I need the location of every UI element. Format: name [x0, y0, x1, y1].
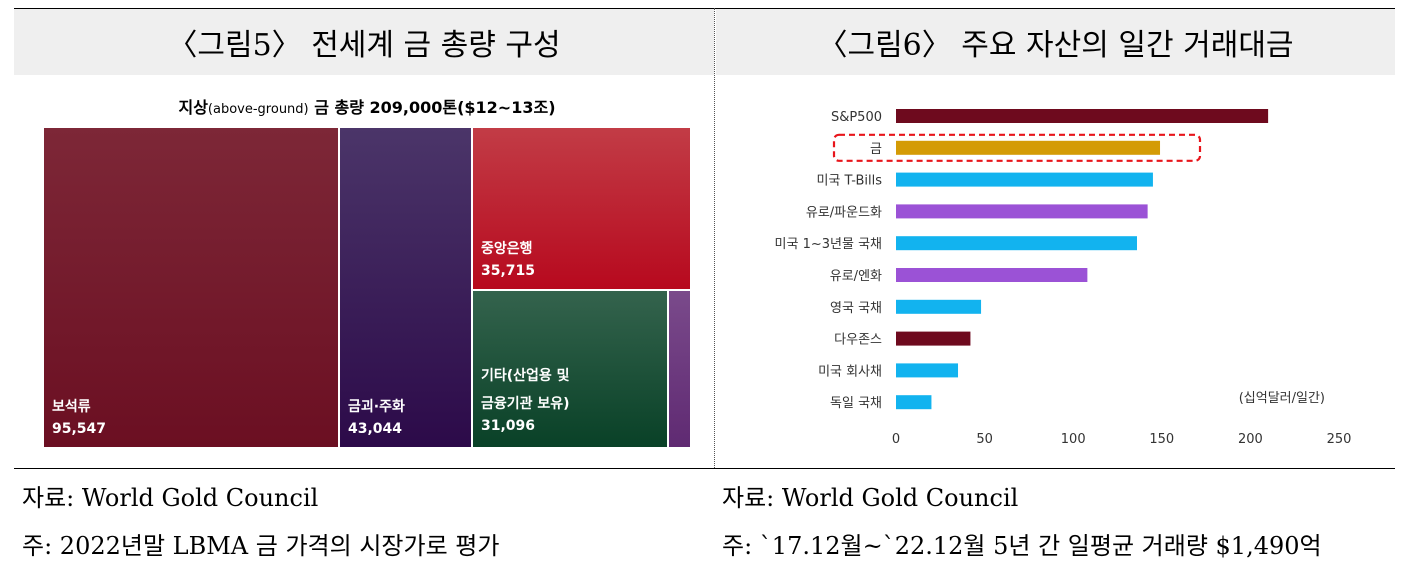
- x-tick-label: 250: [1327, 432, 1352, 447]
- tile-bars-coins: 금괴·주화 43,044: [340, 128, 471, 447]
- tile-other-label-line1: 기타(산업용 및: [481, 368, 570, 384]
- treemap-title-part1: 지상: [178, 98, 208, 117]
- panel-divider: [714, 8, 715, 468]
- right-source: 자료: World Gold Council: [722, 484, 1019, 512]
- tile-bars-coins-value: 43,044: [348, 421, 403, 437]
- category-label: 다우존스: [834, 333, 882, 348]
- right-note: 주: `17.12월~`22.12월 5년 간 일평균 거래량 $1,490억: [722, 532, 1322, 560]
- tile-unlabeled: [669, 291, 690, 447]
- bar: [896, 363, 959, 378]
- tile-jewelry-value: 95,547: [52, 421, 107, 437]
- category-label: 미국 1~3년물 국채: [775, 237, 882, 252]
- bar: [896, 140, 1161, 155]
- category-label: 미국 T-Bills: [816, 174, 882, 189]
- category-label: 독일 국채: [830, 396, 882, 411]
- bar: [896, 172, 1153, 187]
- tile-jewelry-label: 보석류: [52, 399, 91, 415]
- bar: [896, 204, 1148, 219]
- x-tick-label: 100: [1061, 432, 1086, 447]
- treemap-title: 지상(above-ground) 금 총량 209,000톤($12~13조): [44, 94, 690, 118]
- tile-other-value: 31,096: [481, 418, 536, 434]
- left-note: 주: 2022년말 LBMA 금 가격의 시장가로 평가: [22, 532, 500, 560]
- bar: [896, 299, 982, 314]
- bar: [896, 109, 1269, 123]
- category-label: 영국 국채: [830, 301, 882, 316]
- tile-central-banks-value: 35,715: [481, 263, 536, 279]
- treemap-title-small: (above-ground): [207, 102, 309, 117]
- tile-jewelry: 보석류 95,547: [44, 128, 338, 447]
- treemap-title-part2: 금 총량 209,000톤($12~13조): [308, 98, 556, 117]
- category-label: 금: [870, 142, 882, 157]
- bar: [896, 236, 1137, 251]
- bar: [896, 268, 1088, 282]
- left-source: 자료: World Gold Council: [22, 484, 319, 512]
- top-border: [14, 8, 1395, 9]
- x-tick-label: 200: [1238, 432, 1263, 447]
- bar: [896, 395, 932, 410]
- left-panel-title: 〈그림5〉 전세계 금 총량 구성: [14, 9, 714, 75]
- category-label: 유로/엔화: [830, 269, 882, 284]
- x-tick-label: 50: [976, 432, 993, 447]
- category-label: S&P500: [831, 110, 882, 125]
- category-label: 미국 회사채: [818, 364, 882, 379]
- tile-other-label-line2: 금융기관 보유): [481, 396, 570, 412]
- x-tick-label: 150: [1149, 432, 1174, 447]
- category-label: 유로/파운드화: [806, 205, 882, 220]
- bottom-rule: [14, 468, 1395, 469]
- tile-bars-coins-label: 금괴·주화: [348, 399, 405, 415]
- bar: [896, 331, 971, 346]
- highlight-box: [832, 133, 1202, 162]
- tile-other: 기타(산업용 및 금융기관 보유) 31,096: [473, 291, 667, 447]
- tile-central-banks-label: 중앙은행: [481, 241, 533, 257]
- right-panel-title: 〈그림6〉 주요 자산의 일간 거래대금: [716, 9, 1395, 75]
- unit-label: (십억달러/일간): [1239, 391, 1325, 406]
- tile-central-banks: 중앙은행 35,715: [473, 128, 690, 289]
- x-tick-label: 0: [892, 432, 900, 447]
